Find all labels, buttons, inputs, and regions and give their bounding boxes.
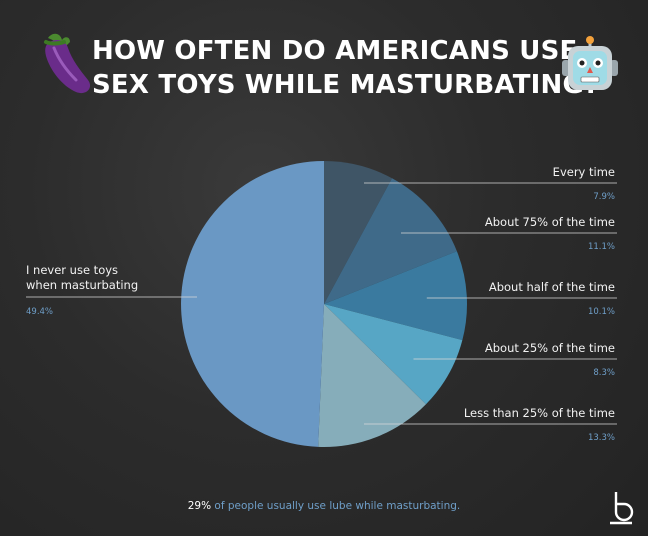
slice-value-0: 7.9% — [593, 192, 615, 202]
title-line-1: HOW OFTEN DO AMERICANS USE — [92, 36, 578, 66]
pie-slice-3 — [324, 304, 463, 405]
slice-value-3: 8.3% — [593, 368, 615, 378]
pie-slice-0 — [324, 161, 393, 304]
eggplant-icon — [36, 30, 94, 102]
slice-label-4: Less than 25% of the time — [464, 406, 615, 420]
pie-slice-5 — [181, 161, 324, 447]
chart-title: HOW OFTEN DO AMERICANS USE SEX TOYS WHIL… — [92, 34, 600, 102]
slice-value-2: 10.1% — [588, 307, 615, 317]
footnote: 29% of people usually use lube while mas… — [0, 500, 648, 512]
slice-value-4: 13.3% — [588, 433, 615, 443]
slice-value-5: 49.4% — [26, 307, 53, 317]
leader-lines — [26, 182, 617, 425]
slice-label-5-line-0: I never use toys — [26, 263, 118, 277]
slice-label-5-line-1: when masturbating — [26, 278, 138, 292]
pie-slice-4 — [318, 304, 426, 447]
slice-label-3: About 25% of the time — [485, 341, 615, 355]
slice-label-1: About 75% of the time — [485, 215, 615, 229]
robot-icon — [560, 36, 620, 100]
footnote-value: 29% — [187, 500, 212, 512]
slice-labels: Every time 7.9% About 75% of the time 11.1%… — [26, 165, 615, 443]
slice-value-1: 11.1% — [588, 242, 615, 252]
pie-slice-2 — [324, 251, 468, 341]
pie-slice-1 — [324, 178, 457, 304]
title-line-2: SEX TOYS WHILE MASTURBATING? — [92, 70, 600, 100]
slice-label-0: Every time — [553, 165, 615, 179]
slice-label-2: About half of the time — [489, 280, 615, 294]
footnote-text: of people usually use lube while masturb… — [211, 500, 461, 512]
pie-slices — [181, 161, 468, 447]
brand-logo-icon — [608, 490, 634, 530]
